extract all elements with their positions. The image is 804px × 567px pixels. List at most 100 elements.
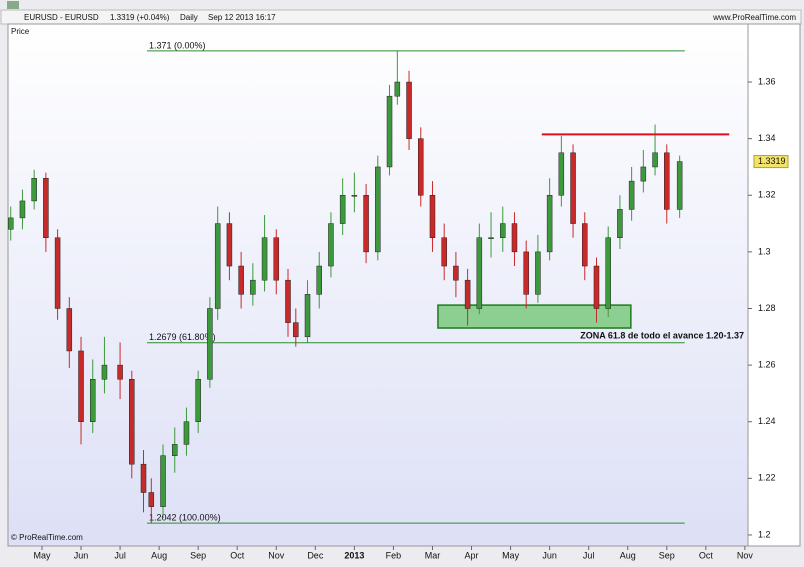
candle-body (160, 455, 166, 507)
x-tick-label: Feb (386, 550, 402, 560)
candle-body (652, 152, 658, 168)
plot-area (7, 23, 749, 547)
y-tick-label: 1.28 (758, 303, 776, 313)
candle-body (316, 265, 322, 295)
candle-body (628, 180, 635, 210)
x-tick-label: May (502, 550, 520, 560)
x-tick-label: Jun (74, 550, 89, 560)
candle-body (7, 217, 14, 230)
y-tick-label: 1.24 (758, 416, 776, 426)
fib-label: 1.2679 (61.80%) (149, 332, 216, 342)
symbol: EURUSD - EURUSD (24, 13, 99, 22)
candle-body (328, 223, 334, 267)
zone-label: ZONA 61.8 de todo el avance 1.20-1.37 (580, 330, 744, 340)
candle-body (140, 463, 147, 493)
candle-body (250, 279, 256, 295)
candle-body (406, 81, 412, 139)
x-tick-label: Jul (583, 550, 595, 560)
fib-label: 1.2042 (100.00%) (149, 512, 221, 522)
candle-body (226, 223, 233, 267)
y-tick-label: 1.2 (758, 529, 771, 539)
candle-body (570, 152, 576, 224)
candle-body (78, 350, 84, 422)
candle-body (117, 364, 123, 380)
candle-body (19, 200, 26, 219)
x-tick-label: May (33, 550, 51, 560)
candle-body (453, 265, 459, 281)
candle-body (464, 279, 471, 309)
candle-body (43, 178, 49, 238)
y-tick-label: 1.22 (758, 473, 776, 483)
candle-body (89, 379, 96, 422)
candle-body (523, 251, 529, 295)
candle-body (129, 379, 135, 465)
candle-body (195, 379, 201, 422)
candle-body (617, 209, 623, 238)
candle-body (535, 251, 541, 295)
candle-body (339, 195, 346, 224)
candle-body (238, 265, 244, 295)
quote: 1.3319 (+0.04%) (110, 13, 170, 22)
candle-body (676, 161, 683, 210)
x-tick-label: Oct (699, 550, 714, 560)
candle-body (304, 294, 311, 338)
candle-body (363, 195, 369, 253)
x-tick-label: Jun (542, 550, 557, 560)
price-tag-label: 1.3319 (758, 156, 786, 166)
site: www.ProRealTime.com (712, 13, 796, 22)
candle-body (214, 223, 221, 309)
x-tick-label: Nov (268, 550, 285, 560)
candle-body (476, 237, 483, 309)
candle-body (101, 364, 108, 380)
y-tick-label: 1.32 (758, 190, 776, 200)
candle-body (605, 237, 611, 309)
candle-body (31, 178, 37, 202)
x-tick-label: Jul (114, 550, 126, 560)
price-tag (753, 155, 789, 169)
x-tick-label: Mar (425, 550, 441, 560)
y-axis-area (747, 23, 801, 547)
candle-body (394, 81, 401, 97)
copyright: © ProRealTime.com (11, 533, 83, 542)
x-tick-label: 2013 (344, 550, 364, 560)
y-tick-label: 1.36 (758, 76, 776, 86)
fib-label: 1.371 (0.00%) (149, 40, 206, 50)
candle-body (429, 195, 436, 238)
candle-body (54, 237, 61, 309)
x-tick-label: Apr (465, 550, 479, 560)
candle-body (183, 421, 190, 445)
candle-body (511, 223, 518, 253)
x-tick-label: Dec (307, 550, 324, 560)
candle-body (293, 322, 299, 338)
datetime: Sep 12 2013 16:17 (208, 13, 276, 22)
y-tick-label: 1.3 (758, 246, 771, 256)
candle-body (386, 95, 393, 168)
x-tick-label: Sep (190, 550, 206, 560)
x-tick-label: Oct (230, 550, 245, 560)
candle-body (375, 166, 381, 253)
x-tick-label: Aug (620, 550, 636, 560)
candle-body (593, 265, 600, 309)
x-tick-label: Aug (151, 550, 167, 560)
y-label: Price (11, 27, 30, 36)
candle-body (171, 444, 178, 456)
candle-body (582, 223, 588, 267)
period: Daily (180, 13, 198, 22)
candle-body (664, 152, 670, 210)
candle-body (285, 279, 291, 323)
x-tick-label: Nov (737, 550, 754, 560)
zone (437, 304, 632, 329)
candle-body (148, 492, 155, 507)
y-tick-label: 1.26 (758, 359, 776, 369)
candle-body (66, 308, 73, 352)
candle-body (261, 237, 268, 281)
x-tick-label: Sep (659, 550, 675, 560)
candle-body (273, 237, 280, 281)
candle-body (640, 166, 647, 182)
candle-body (418, 138, 424, 196)
candle-body (488, 237, 494, 239)
candle-body (500, 223, 506, 238)
y-tick-label: 1.34 (758, 133, 776, 143)
